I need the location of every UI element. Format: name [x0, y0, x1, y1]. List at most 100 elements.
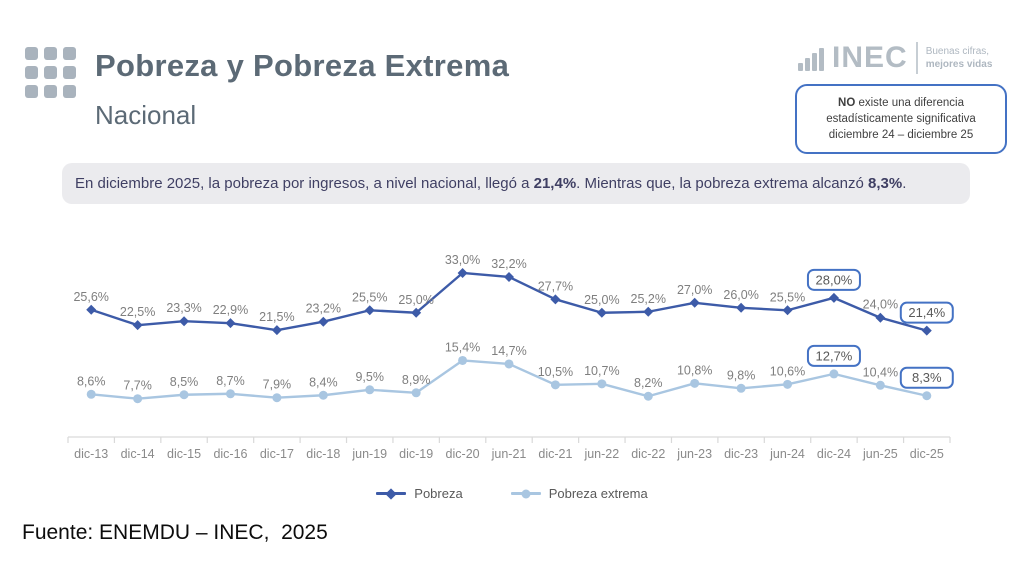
- data-label: 8,2%: [634, 376, 663, 390]
- diamond-marker: [411, 307, 422, 318]
- bar-chart-icon: [798, 45, 824, 71]
- diamond-marker: [643, 306, 654, 317]
- diamond-marker: [271, 325, 282, 336]
- data-label: 10,4%: [863, 365, 898, 379]
- diamond-marker: [86, 304, 97, 315]
- logo-divider: [915, 42, 918, 74]
- significance-note: NO existe una diferencia estadísticament…: [795, 84, 1007, 155]
- circle-marker: [783, 379, 793, 389]
- x-axis-label: dic-14: [121, 447, 155, 461]
- x-axis-label: dic-23: [724, 447, 758, 461]
- pobreza-line-sample: [376, 487, 407, 500]
- significance-note-line1: NO existe una diferencia: [838, 97, 964, 109]
- data-label: 32,2%: [491, 257, 526, 271]
- inec-logo: INEC Buenas cifras, mejores vidas: [798, 42, 992, 74]
- data-label: 25,6%: [73, 290, 108, 304]
- x-axis-label: jun-25: [862, 447, 898, 461]
- data-label: 25,5%: [352, 290, 387, 304]
- inec-logo-text: INEC: [832, 41, 908, 74]
- data-label: 22,9%: [213, 303, 248, 317]
- data-label: 10,5%: [538, 365, 573, 379]
- data-label-boxed: 8,3%: [912, 370, 942, 385]
- page-subtitle: Nacional: [95, 100, 197, 130]
- diamond-marker: [782, 305, 793, 316]
- diamond-marker-icon: [385, 487, 397, 500]
- diamond-marker: [364, 305, 375, 316]
- data-label: 26,0%: [723, 288, 758, 302]
- circle-marker: [690, 378, 700, 388]
- circle-marker: [411, 388, 421, 398]
- diamond-marker: [179, 316, 190, 327]
- data-label: 22,5%: [120, 305, 155, 319]
- x-axis-label: dic-22: [631, 447, 665, 461]
- data-label-boxed: 21,4%: [908, 305, 945, 320]
- x-axis-label: dic-19: [399, 447, 433, 461]
- legend-label-pobreza: Pobreza: [414, 486, 463, 501]
- data-label: 7,7%: [123, 379, 152, 393]
- summary-banner: En diciembre 2025, la pobreza por ingres…: [62, 163, 970, 204]
- data-label: 33,0%: [445, 253, 480, 267]
- circle-marker: [133, 394, 143, 404]
- logo-tagline: Buenas cifras, mejores vidas: [926, 45, 993, 71]
- diamond-marker: [225, 318, 236, 329]
- circle-marker: [225, 389, 235, 399]
- page-title: Pobreza y Pobreza Extrema: [95, 48, 510, 83]
- legend-label-pobreza-extrema: Pobreza extrema: [548, 486, 648, 501]
- data-label-boxed: 12,7%: [816, 348, 853, 363]
- data-label: 8,6%: [77, 374, 106, 388]
- data-label: 8,4%: [309, 375, 338, 389]
- x-axis-label: jun-19: [351, 447, 387, 461]
- circle-marker: [365, 385, 375, 395]
- data-label: 8,5%: [170, 375, 199, 389]
- diamond-marker: [504, 271, 514, 282]
- data-label: 9,5%: [355, 370, 384, 384]
- data-label: 25,0%: [584, 293, 619, 307]
- x-axis-label: dic-20: [446, 447, 480, 461]
- circle-marker: [272, 393, 282, 403]
- circle-marker: [736, 383, 746, 393]
- chart-legend: Pobreza Pobreza extrema: [0, 486, 1024, 501]
- legend-item-pobreza-extrema: Pobreza extrema: [510, 486, 648, 501]
- logo-tagline-line1: Buenas cifras,: [925, 46, 990, 57]
- x-axis-label: jun-21: [491, 447, 527, 461]
- data-label: 9,8%: [727, 368, 756, 382]
- data-label-boxed: 28,0%: [816, 272, 853, 287]
- x-axis-label: dic-17: [260, 447, 294, 461]
- x-axis-label: dic-21: [538, 447, 572, 461]
- diamond-marker: [828, 292, 839, 303]
- x-axis-label: dic-24: [817, 447, 851, 461]
- x-axis-label: jun-23: [676, 447, 712, 461]
- significance-note-line3: diciembre 24 – diciembre 25: [828, 129, 974, 142]
- data-label: 10,6%: [770, 364, 805, 378]
- x-axis-label: jun-24: [769, 447, 805, 461]
- diamond-marker: [921, 325, 932, 336]
- circle-marker: [875, 380, 885, 390]
- circle-marker: [643, 391, 653, 401]
- chart-svg: dic-13 dic-14 dic-15 dic-16 dic-17 dic-18 jun-…: [67, 253, 954, 461]
- data-label: 27,7%: [538, 279, 573, 293]
- circle-marker: [318, 390, 328, 400]
- diamond-marker: [596, 307, 607, 318]
- x-axis-label: dic-16: [213, 447, 247, 461]
- data-label: 8,9%: [402, 373, 431, 387]
- circle-marker: [86, 389, 96, 399]
- data-label: 21,5%: [259, 310, 294, 324]
- legend-item-pobreza: Pobreza: [376, 486, 463, 501]
- data-label-box: [899, 301, 954, 324]
- diamond-marker: [457, 267, 468, 278]
- circle-marker: [829, 369, 839, 379]
- diamond-marker: [550, 294, 561, 305]
- data-label: 7,9%: [263, 378, 292, 392]
- data-label: 24,0%: [863, 298, 898, 312]
- diamond-marker: [689, 297, 700, 308]
- data-label-box: [806, 268, 861, 291]
- x-axis-label: jun-22: [583, 447, 619, 461]
- x-axis-label: dic-15: [167, 447, 201, 461]
- data-label: 25,5%: [770, 290, 805, 304]
- diamond-marker: [736, 302, 747, 313]
- circle-marker: [458, 355, 468, 365]
- circle-marker: [597, 379, 607, 389]
- pobreza-extrema-line-sample: [510, 489, 541, 498]
- x-axis-label: dic-25: [910, 447, 944, 461]
